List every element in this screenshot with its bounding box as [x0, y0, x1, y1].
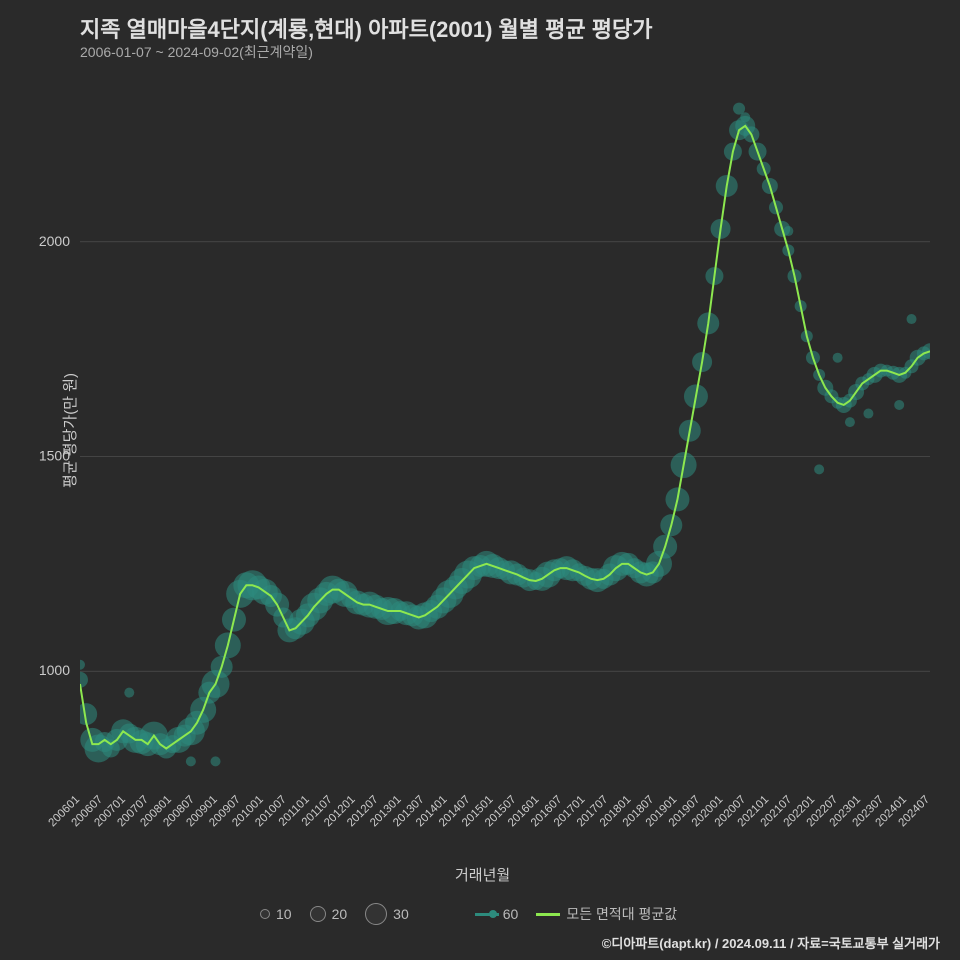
legend-size-10: 10 — [260, 906, 292, 922]
x-ticks: 2006012006072007012007072008012008072009… — [0, 782, 960, 882]
legend-size-20: 20 — [310, 906, 348, 922]
chart-plot-area — [80, 70, 930, 800]
legend-size-30: 30 — [365, 903, 409, 925]
legend-series-60: 60 — [475, 906, 519, 922]
svg-text:1000: 1000 — [39, 662, 70, 678]
legend-series-avg: 모든 면적대 평균값 — [536, 904, 677, 924]
y-ticks: 1000 1500 2000 — [0, 70, 80, 800]
svg-text:1500: 1500 — [39, 447, 70, 463]
chart-svg — [80, 70, 930, 800]
legend: 10 20 30 60 모든 면적대 평균값 — [260, 903, 677, 925]
chart-footer: ©디아파트(dapt.kr) / 2024.09.11 / 자료=국토교통부 실… — [602, 933, 940, 952]
chart-title: 지족 열매마을4단지(계룡,현대) 아파트(2001) 월별 평균 평당가 — [80, 12, 652, 44]
svg-text:2000: 2000 — [39, 233, 70, 249]
chart-subtitle: 2006-01-07 ~ 2024-09-02(최근계약일) — [80, 42, 313, 62]
